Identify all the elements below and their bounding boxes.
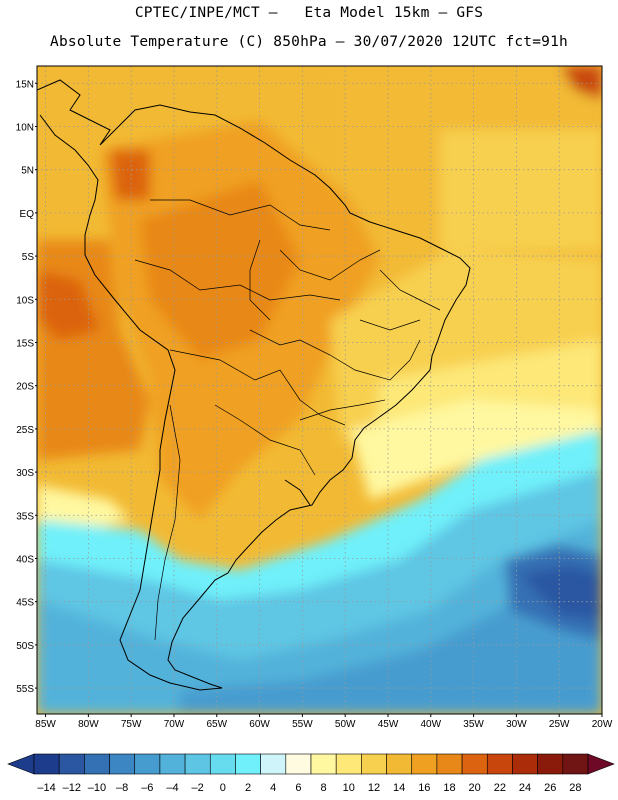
colorbar-swatch [386, 753, 413, 775]
colorbar-label: 6 [295, 782, 301, 794]
colorbar-label: –10 [88, 782, 106, 794]
lon-label: 30W [506, 719, 527, 730]
colorbar-label: 20 [469, 782, 481, 794]
lon-label: 50W [335, 719, 356, 730]
colorbar-label: 8 [321, 782, 327, 794]
lat-label: 40S [16, 554, 34, 565]
colorbar-swatch [134, 753, 161, 775]
lat-label: 20S [16, 382, 34, 393]
colorbar: –14 –12 –10 –8 –6 –4 –2 0 2 4 6 8 10 12 14 16 18 20 22 24 26… [7, 753, 615, 794]
colorbar-swatch [411, 753, 438, 775]
lat-label: 10S [16, 295, 34, 306]
lat-label: EQ [20, 209, 35, 220]
temperature-map: 15N 10N 5N EQ 5S 10S 15S 20S 25S 30S 35S 40S 45S 50S 5… [16, 65, 613, 730]
colorbar-label: –2 [192, 782, 204, 794]
lat-label: 50S [16, 641, 34, 652]
lon-label: 75W [121, 719, 142, 730]
colorbar-label: 18 [443, 782, 455, 794]
lon-label: 20W [592, 719, 613, 730]
temperature-field [37, 66, 602, 714]
lat-label: 5N [21, 166, 34, 177]
lon-label: 60W [249, 719, 270, 730]
colorbar-swatch [84, 753, 110, 775]
colorbar-swatch [285, 753, 312, 775]
colorbar-swatch [436, 753, 463, 775]
map-subtitle: Absolute Temperature (C) 850hPa – 30/07/… [50, 34, 568, 50]
lon-label: 80W [78, 719, 99, 730]
lat-label: 25S [16, 425, 34, 436]
lat-label: 10N [16, 122, 34, 133]
lat-label: 15S [16, 338, 34, 349]
colorbar-swatch [486, 753, 513, 775]
colorbar-swatch [209, 753, 236, 775]
lon-label: 45W [378, 719, 399, 730]
colorbar-label: –6 [141, 782, 153, 794]
lon-label: 35W [463, 719, 484, 730]
colorbar-swatch [335, 753, 362, 775]
latitude-labels: 15N 10N 5N EQ 5S 10S 15S 20S 25S 30S 35S 40S 45S 50S 5… [16, 79, 37, 695]
colorbar-swatch [260, 753, 287, 775]
lon-label: 85W [35, 719, 56, 730]
lat-lon-grid [37, 66, 602, 714]
colorbar-label: 0 [220, 782, 226, 794]
colorbar-label: 2 [245, 782, 251, 794]
colorbar-swatch [562, 753, 589, 775]
colorbar-label: –12 [63, 782, 81, 794]
lat-label: 5S [22, 252, 35, 263]
colorbar-low-arrow [7, 753, 35, 775]
lon-label: 25W [549, 719, 570, 730]
colorbar-high-arrow [587, 753, 615, 775]
colorbar-label: –4 [166, 782, 178, 794]
colorbar-label: 24 [519, 782, 531, 794]
colorbar-swatch [537, 753, 564, 775]
colorbar-label: 28 [569, 782, 581, 794]
colorbar-label: 16 [418, 782, 430, 794]
country-borders [134, 199, 441, 641]
colorbar-swatch [109, 753, 136, 775]
colorbar-swatch [159, 753, 186, 775]
colorbar-label: 22 [494, 782, 506, 794]
lon-label: 65W [206, 719, 227, 730]
colorbar-label: 10 [343, 782, 355, 794]
colorbar-labels: –14 –12 –10 –8 –6 –4 –2 0 2 4 6 8 10 12 14 16 18 20 22 24 26… [37, 782, 581, 794]
colorbar-label: 26 [544, 782, 556, 794]
colorbar-swatch [310, 753, 337, 775]
colorbar-swatch [235, 753, 261, 775]
lat-label: 55S [16, 684, 34, 695]
colorbar-label: 4 [270, 782, 276, 794]
colorbar-label: –8 [116, 782, 128, 794]
longitude-labels: 85W 80W 75W 70W 65W 60W 55W 50W 45W 40W 35W 30W 25W 2… [35, 714, 613, 730]
lat-label: 45S [16, 598, 34, 609]
lat-label: 15N [16, 79, 34, 90]
coastline [37, 79, 471, 691]
colorbar-label: 12 [368, 782, 380, 794]
map-frame [36, 65, 603, 715]
lon-label: 55W [292, 719, 313, 730]
colorbar-swatch [361, 753, 387, 775]
colorbar-swatch [58, 753, 85, 775]
colorbar-swatch [184, 753, 211, 775]
lat-label: 35S [16, 511, 34, 522]
lat-label: 30S [16, 468, 34, 479]
colorbar-label: –14 [37, 782, 55, 794]
lon-label: 40W [421, 719, 442, 730]
map-title: CPTEC/INPE/MCT – Eta Model 15km – GFS [134, 5, 484, 21]
colorbar-label: 14 [393, 782, 405, 794]
colorbar-swatch [512, 753, 538, 775]
lon-label: 70W [164, 719, 185, 730]
colorbar-swatch [33, 753, 60, 775]
colorbar-swatch [461, 753, 488, 775]
